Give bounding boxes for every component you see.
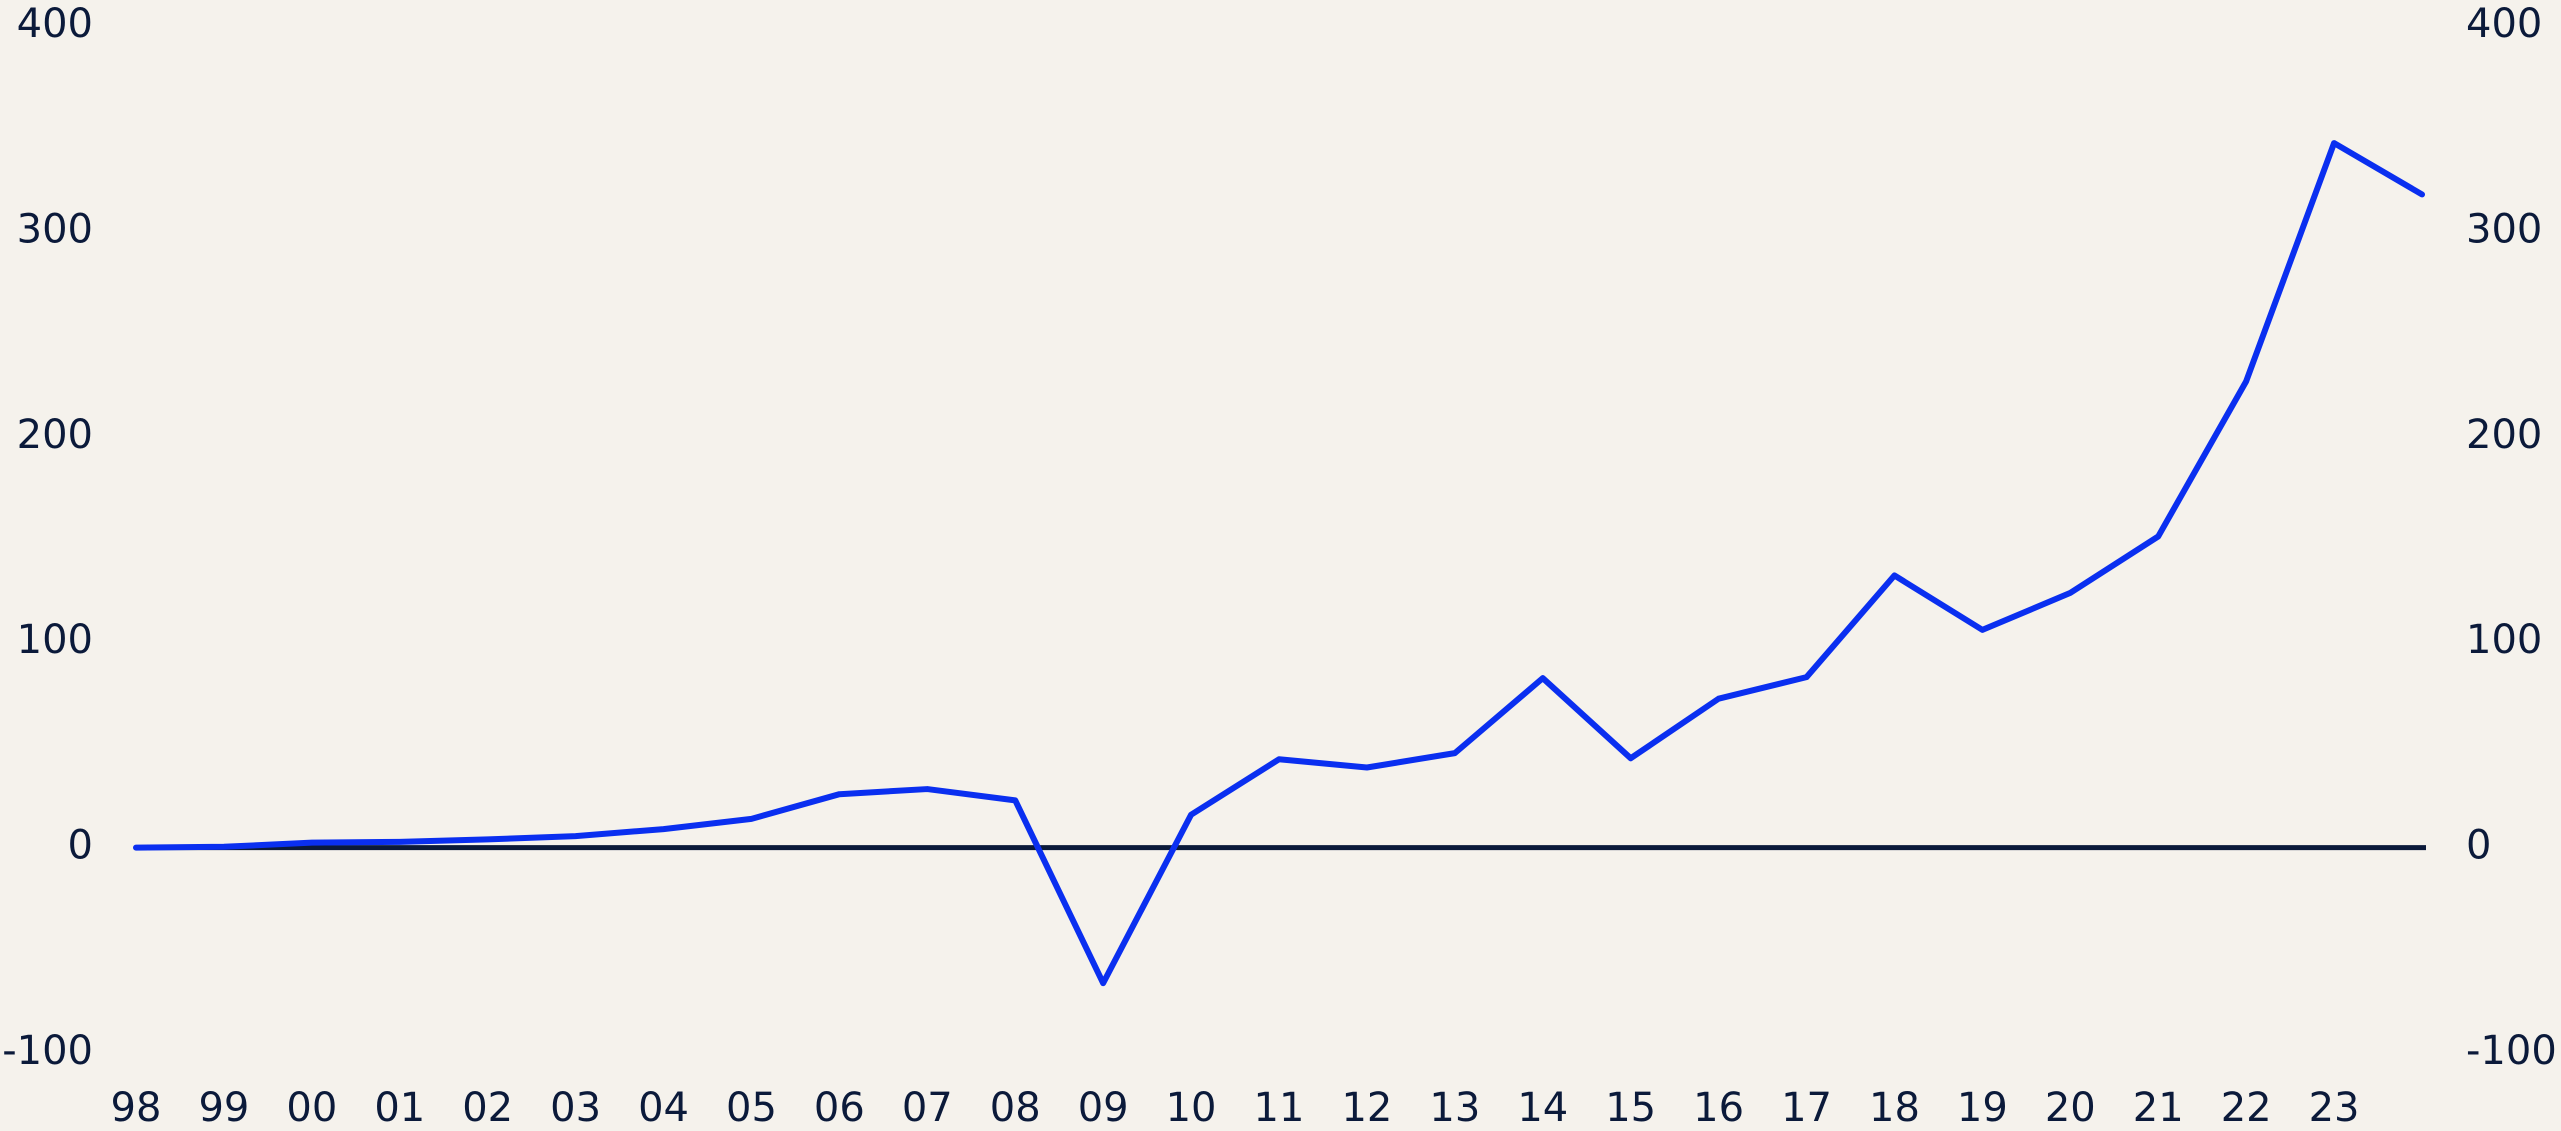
x-tick-label: 13 — [1429, 1085, 1480, 1131]
x-tick-label: 12 — [1341, 1085, 1392, 1131]
y2-tick-label: 200 — [2466, 412, 2542, 458]
x-tick-label: 00 — [286, 1085, 337, 1131]
x-tick-label: 04 — [638, 1085, 689, 1131]
x-tick-label: 22 — [2221, 1085, 2272, 1131]
x-tick-label: 11 — [1254, 1085, 1305, 1131]
x-tick-label: 07 — [902, 1085, 953, 1131]
x-tick-label: 20 — [2045, 1085, 2096, 1131]
x-tick-label: 01 — [374, 1085, 425, 1131]
y2-tick-label: 100 — [2466, 617, 2542, 663]
y2-tick-label: 400 — [2466, 1, 2542, 47]
x-tick-label: 05 — [726, 1085, 777, 1131]
y2-tick-label: 300 — [2466, 206, 2542, 252]
data-line — [133, 140, 2425, 987]
y-tick-label: 300 — [17, 206, 93, 252]
x-tick-label: 18 — [1869, 1085, 1920, 1131]
x-tick-label: 14 — [1517, 1085, 1568, 1131]
x-tick-label: 98 — [111, 1085, 162, 1131]
y2-tick-label: -100 — [2466, 1028, 2557, 1074]
x-tick-label: 21 — [2133, 1085, 2184, 1131]
x-tick-label: 23 — [2309, 1085, 2360, 1131]
y-tick-label: 400 — [17, 1, 93, 47]
y-tick-label: 200 — [17, 412, 93, 458]
x-tick-label: 02 — [462, 1085, 513, 1131]
x-tick-label: 10 — [1166, 1085, 1217, 1131]
x-tick-label: 17 — [1781, 1085, 1832, 1131]
y-tick-label: -100 — [2, 1028, 93, 1074]
x-tick-label: 15 — [1605, 1085, 1656, 1131]
y2-tick-label: 0 — [2466, 823, 2491, 869]
x-tick-label: 03 — [550, 1085, 601, 1131]
y-tick-label: 100 — [17, 617, 93, 663]
x-tick-label: 06 — [814, 1085, 865, 1131]
y-tick-label: 0 — [68, 823, 93, 869]
x-tick-label: 09 — [1078, 1085, 1129, 1131]
x-tick-label: 08 — [990, 1085, 1041, 1131]
x-tick-label: 99 — [198, 1085, 249, 1131]
x-tick-label: 19 — [1957, 1085, 2008, 1131]
x-tick-label: 16 — [1693, 1085, 1744, 1131]
